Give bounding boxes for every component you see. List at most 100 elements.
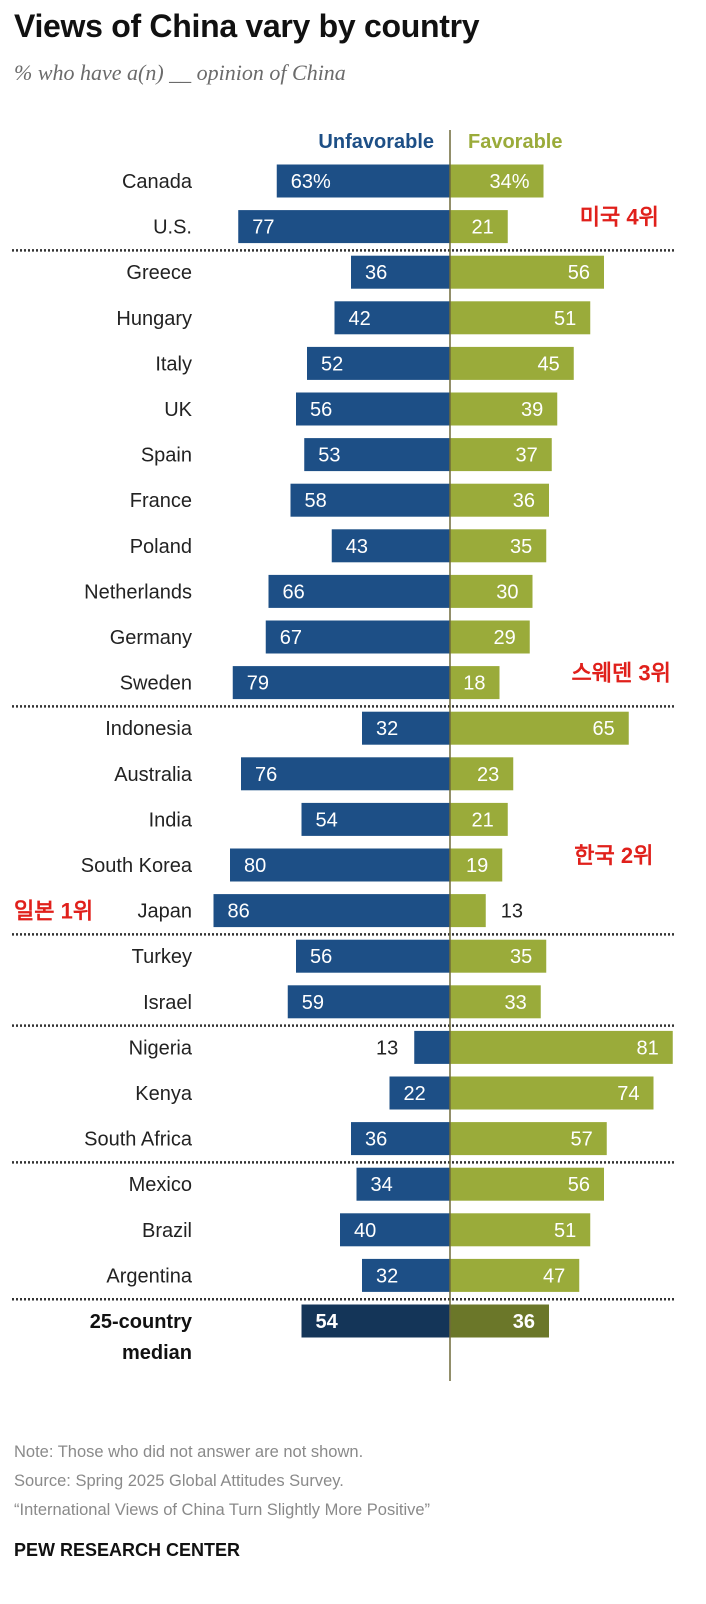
unfavorable-bar [414,1030,450,1064]
unfavorable-value-label: 42 [349,308,371,330]
country-label: Sweden [120,673,192,695]
unfavorable-bar [304,438,450,472]
unfavorable-value-label: 86 [228,901,250,923]
favorable-value-label: 51 [554,308,576,330]
unfavorable-bar [307,346,450,380]
diverging-bar-chart: Unfavorable Favorable Canada 63% 34% U.S. 77 21… [12,130,674,1381]
unfavorable-value-label: 63% [291,171,331,193]
favorable-value-label: 35 [510,946,532,968]
favorable-value-label: 81 [637,1037,659,1059]
unfavorable-value-label: 67 [280,627,302,649]
favorable-bar [450,848,503,882]
unfavorable-bar [241,757,450,791]
unfavorable-bar [213,894,450,928]
favorable-bar [450,346,574,380]
favorable-bar [450,574,533,608]
country-label: Netherlands [84,581,192,603]
favorable-value-label: 65 [593,718,615,740]
country-label: U.S. [153,217,192,239]
favorable-bar [450,210,508,244]
rank-annotation: 한국 2위 [574,843,653,868]
country-label: India [149,809,193,831]
unfavorable-value-label: 13 [376,1037,398,1059]
favorable-bar [450,757,514,791]
country-label: Australia [114,764,193,786]
unfavorable-value-label: 77 [252,217,274,239]
favorable-value-label: 39 [521,399,543,421]
unfavorable-value-label: 32 [376,718,398,740]
country-label: Spain [141,445,192,467]
favorable-value-label: 56 [568,262,590,284]
unfavorable-bar [334,301,450,335]
footnotes: Note: Those who did not answer are not s… [14,1438,430,1525]
favorable-value-label: 36 [513,490,535,512]
country-label: Canada [122,171,193,193]
unfavorable-bar [265,620,450,654]
favorable-bar [450,529,547,563]
unfavorable-bar [362,1258,450,1292]
favorable-value-label: 51 [554,1220,576,1242]
favorable-value-label: 21 [472,217,494,239]
chart-subtitle: % who have a(n) __ opinion of China [14,60,346,85]
country-label: Italy [155,353,192,375]
note-text: Note: Those who did not answer are not s… [14,1443,364,1461]
country-label: Nigeria [129,1037,193,1059]
unfavorable-bar [362,711,450,745]
favorable-bar [450,711,629,745]
favorable-value-label: 21 [472,809,494,831]
unfavorable-bar [238,210,450,244]
favorable-value-label: 30 [496,581,518,603]
favorable-bar [450,301,591,335]
unfavorable-bar [296,939,450,973]
country-label: France [130,490,192,512]
median-favorable-bar [450,1304,549,1338]
unfavorable-value-label: 66 [283,581,305,603]
unfavorable-bar [356,1167,450,1201]
favorable-value-label: 74 [617,1083,639,1105]
favorable-value-label: 56 [568,1174,590,1196]
unfavorable-bar [351,1122,450,1156]
unfavorable-bar [296,392,450,426]
favorable-bar [450,985,541,1019]
favorable-value-label: 34% [489,171,529,193]
median-unfavorable-bar [301,1304,450,1338]
pew-research-center-logo: PEW RESEARCH CENTER [14,1540,241,1560]
favorable-bar [450,1167,604,1201]
favorable-bar [450,1213,591,1247]
country-label: Argentina [106,1265,192,1287]
unfavorable-value-label: 54 [316,809,338,831]
favorable-bar [450,939,547,973]
country-label: Greece [126,262,192,284]
favorable-bar [450,1122,607,1156]
favorable-bar [450,438,552,472]
favorable-bar [450,1030,673,1064]
country-label: Mexico [129,1174,192,1196]
favorable-value-label: 23 [477,764,499,786]
country-label: Israel [143,992,192,1014]
favorable-value-label: 57 [571,1129,593,1151]
median-label: 25-country [90,1311,193,1333]
favorable-bar [450,483,549,517]
unfavorable-value-label: 80 [244,855,266,877]
unfavorable-value-label: 43 [346,536,368,558]
country-label: Brazil [142,1220,192,1242]
unfavorable-value-label: 79 [247,673,269,695]
favorable-value-label: 13 [501,901,523,923]
rank-annotation: 스웨덴 3위 [572,661,671,686]
legend-favorable: Favorable [468,131,562,153]
unfavorable-value-label: 52 [321,353,343,375]
unfavorable-value-label: 59 [302,992,324,1014]
favorable-value-label: 33 [505,992,527,1014]
favorable-value-label: 29 [494,627,516,649]
unfavorable-bar [268,574,450,608]
unfavorable-bar [389,1076,450,1110]
country-label: Turkey [132,946,192,968]
unfavorable-bar [276,164,450,198]
favorable-value-label: 35 [510,536,532,558]
favorable-value-label: 36 [513,1311,535,1333]
unfavorable-value-label: 34 [371,1174,393,1196]
favorable-value-label: 37 [516,445,538,467]
unfavorable-bar [301,802,450,836]
favorable-bar [450,1076,654,1110]
country-label: Kenya [135,1083,193,1105]
